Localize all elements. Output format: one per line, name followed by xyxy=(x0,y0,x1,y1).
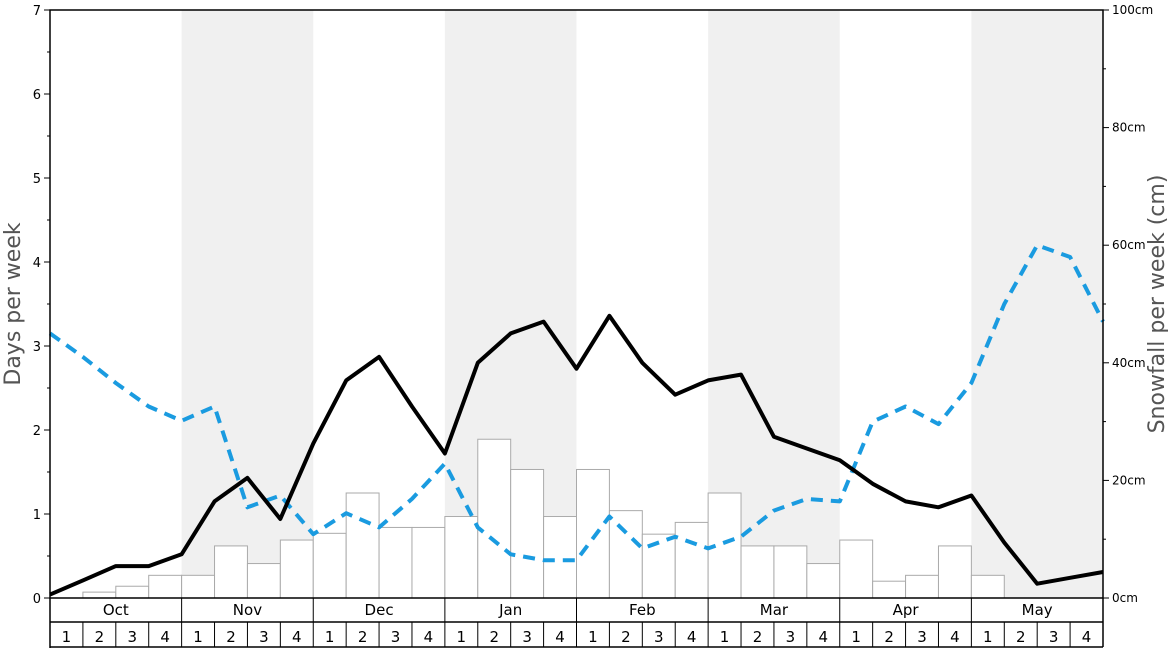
left-tick-label: 2 xyxy=(33,424,41,439)
series-lines xyxy=(48,243,1105,597)
snowfall-bar xyxy=(115,585,150,599)
week-label: 4 xyxy=(1082,628,1092,646)
dashed-series-line xyxy=(48,243,1105,563)
snowfall-bar xyxy=(411,526,446,599)
week-label: 1 xyxy=(720,628,730,646)
month-label-may: May xyxy=(1022,601,1053,619)
right-tick-label: 60cm xyxy=(1112,238,1146,252)
left-tick-label: 1 xyxy=(33,508,41,523)
month-shading xyxy=(181,10,1103,598)
week-label: 3 xyxy=(391,628,401,646)
week-label: 4 xyxy=(687,628,697,646)
snowfall-bar xyxy=(345,492,380,599)
right-tick-label: 40cm xyxy=(1112,356,1146,370)
snowfall-bar xyxy=(444,516,479,599)
week-label: 4 xyxy=(292,628,302,646)
snowfall-bar xyxy=(674,521,709,599)
week-label: 2 xyxy=(1016,628,1026,646)
left-tick-label: 4 xyxy=(33,256,41,271)
right-tick-label: 80cm xyxy=(1112,121,1146,135)
month-label-jan: Jan xyxy=(498,601,522,619)
week-label: 2 xyxy=(358,628,368,646)
left-tick-label: 5 xyxy=(33,172,41,187)
month-label-mar: Mar xyxy=(760,601,789,619)
snowfall-bar xyxy=(608,510,643,599)
right-tick-label: 100cm xyxy=(1112,3,1153,17)
snowfall-bar xyxy=(576,468,610,599)
solid-series-line xyxy=(49,313,1104,597)
week-label: 3 xyxy=(1049,628,1059,646)
snowfall-bar xyxy=(312,532,347,599)
month-label-oct: Oct xyxy=(103,601,129,619)
week-label: 1 xyxy=(193,628,203,646)
week-label: 3 xyxy=(522,628,532,646)
snowfall-bar xyxy=(937,545,972,599)
week-label: 2 xyxy=(753,628,763,646)
week-label: 2 xyxy=(884,628,894,646)
week-label: 4 xyxy=(555,628,565,646)
shade-may xyxy=(971,10,1103,598)
shade-nov xyxy=(181,10,314,598)
week-label: 4 xyxy=(160,628,170,646)
week-label: 1 xyxy=(325,628,335,646)
month-label-nov: Nov xyxy=(233,601,262,619)
week-label: 3 xyxy=(654,628,664,646)
right-tick-label: 20cm xyxy=(1112,473,1146,487)
snowfall-bar xyxy=(246,563,281,599)
week-label: 1 xyxy=(457,628,467,646)
week-label: 1 xyxy=(588,628,598,646)
week-label: 2 xyxy=(226,628,236,646)
snowfall-bar xyxy=(872,580,907,599)
snowfall-bar xyxy=(378,526,413,599)
week-label: 3 xyxy=(917,628,927,646)
week-label: 4 xyxy=(819,628,829,646)
left-tick-label: 6 xyxy=(33,88,41,103)
snowfall-bar xyxy=(970,574,1005,599)
week-row: 1 2 3 4 1 2 3 4 1 2 3 4 1 2 3 4 1 2 3 4 1 2 3 4 1 2 3 4 1 2 3 4 xyxy=(49,622,1104,648)
week-label: 4 xyxy=(950,628,960,646)
week-label: 3 xyxy=(786,628,796,646)
week-label: 2 xyxy=(621,628,631,646)
snowfall-bar xyxy=(806,563,841,599)
snowfall-bar xyxy=(181,574,216,599)
snowfall-bar xyxy=(510,468,545,599)
snowfall-bars xyxy=(82,438,1005,599)
week-label: 1 xyxy=(851,628,861,646)
month-label-feb: Feb xyxy=(629,601,656,619)
right-axis-title: Snowfall per week (cm) xyxy=(1145,175,1168,434)
week-label: 3 xyxy=(259,628,269,646)
week-label: 1 xyxy=(983,628,993,646)
left-tick-label: 3 xyxy=(33,340,41,355)
month-row: Oct Nov Dec Jan Feb Mar Apr May xyxy=(49,598,1104,648)
week-label: 2 xyxy=(489,628,499,646)
snowfall-bar xyxy=(839,539,874,599)
left-tick-label: 0 xyxy=(33,592,41,607)
week-label: 4 xyxy=(424,628,434,646)
snowfall-bar xyxy=(477,438,512,599)
month-label-dec: Dec xyxy=(365,601,394,619)
snowfall-bar xyxy=(214,545,248,599)
snowfall-bar xyxy=(905,574,939,599)
snowfall-bar xyxy=(82,591,117,599)
snowfall-bar xyxy=(773,545,808,599)
axes: 0 1 2 3 4 5 6 7 0cm 20cm 40cm 60cm 80cm 100cm xyxy=(33,3,1153,607)
snowfall-bar xyxy=(279,539,314,599)
snowfall-bar xyxy=(543,516,577,599)
right-tick-label: 0cm xyxy=(1112,591,1138,605)
week-label: 3 xyxy=(127,628,137,646)
left-tick-label: 7 xyxy=(33,4,41,19)
week-label: 1 xyxy=(62,628,72,646)
week-label: 2 xyxy=(95,628,105,646)
month-label-apr: Apr xyxy=(893,601,920,619)
snowfall-bar xyxy=(740,545,775,599)
snowfall-bar xyxy=(148,574,183,599)
left-axis-title: Days per week xyxy=(1,222,26,385)
